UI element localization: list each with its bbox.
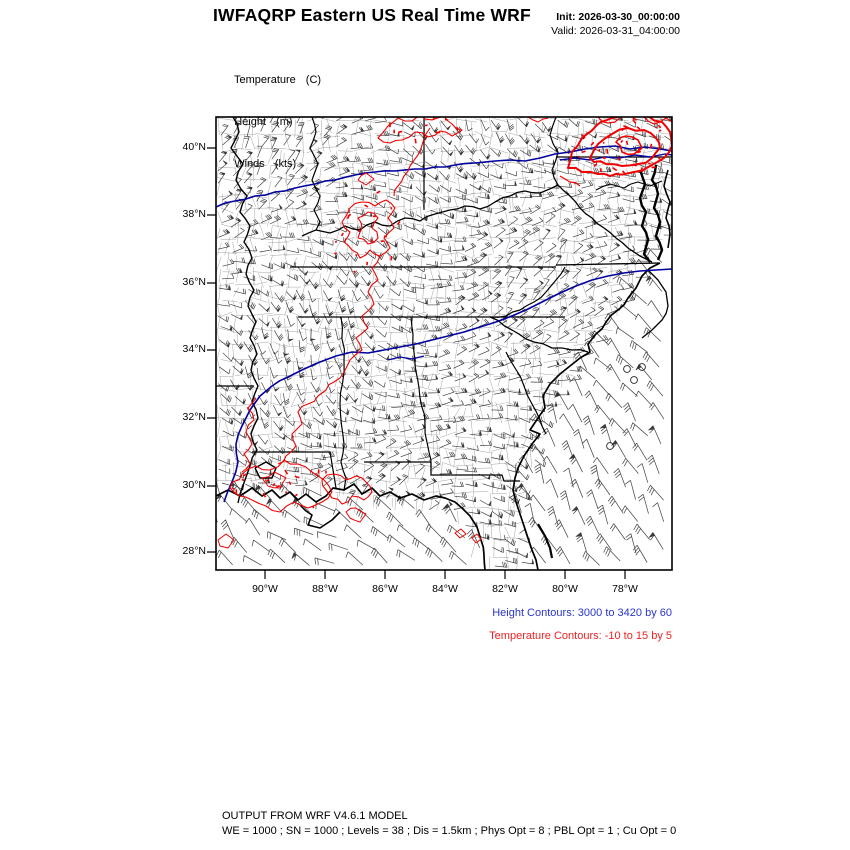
init-time: Init: 2026-03-30_00:00:00 [556,11,680,23]
lat-tick-label: 36°N [182,276,206,288]
field-temperature-name: Temperature [234,74,296,86]
lat-tick-label: 32°N [182,411,206,423]
contour-legend: Height Contours: 3000 to 3420 by 60 Temp… [489,602,672,648]
lat-tick-label: 38°N [182,208,206,220]
temperature-contour-legend: Temperature Contours: -10 to 15 by 5 [489,630,672,642]
lat-tick-label: 30°N [182,479,206,491]
lat-tick-label: 40°N [182,141,206,153]
footer-config-line: WE = 1000 ; SN = 1000 ; Levels = 38 ; Di… [222,825,677,837]
field-winds-unit: (kts) [274,158,297,170]
lat-tick-label: 28°N [182,545,206,557]
lon-tick-label: 86°W [372,583,398,595]
lon-tick-label: 90°W [252,583,278,595]
lon-tick-label: 80°W [552,583,578,595]
lon-tick-label: 84°W [432,583,458,595]
lon-tick-label: 78°W [612,583,638,595]
valid-time: Valid: 2026-03-31_04:00:00 [551,25,680,37]
lat-tick-label: 34°N [182,343,206,355]
footer-model-line: OUTPUT FROM WRF V4.6.1 MODEL [222,810,408,822]
model-info-footer: OUTPUT FROM WRF V4.6.1 MODEL WE = 1000 ;… [222,809,676,839]
lon-tick-label: 82°W [492,583,518,595]
field-temperature: Temperature (C) [222,59,321,101]
page-title: IWFAQRP Eastern US Real Time WRF [213,5,531,25]
height-contour-legend: Height Contours: 3000 to 3420 by 60 [492,607,672,619]
lon-tick-label: 88°W [312,583,338,595]
run-times: Init: 2026-03-30_00:00:00 Valid: 2026-03… [551,10,680,38]
field-temperature-unit: (C) [305,74,322,86]
